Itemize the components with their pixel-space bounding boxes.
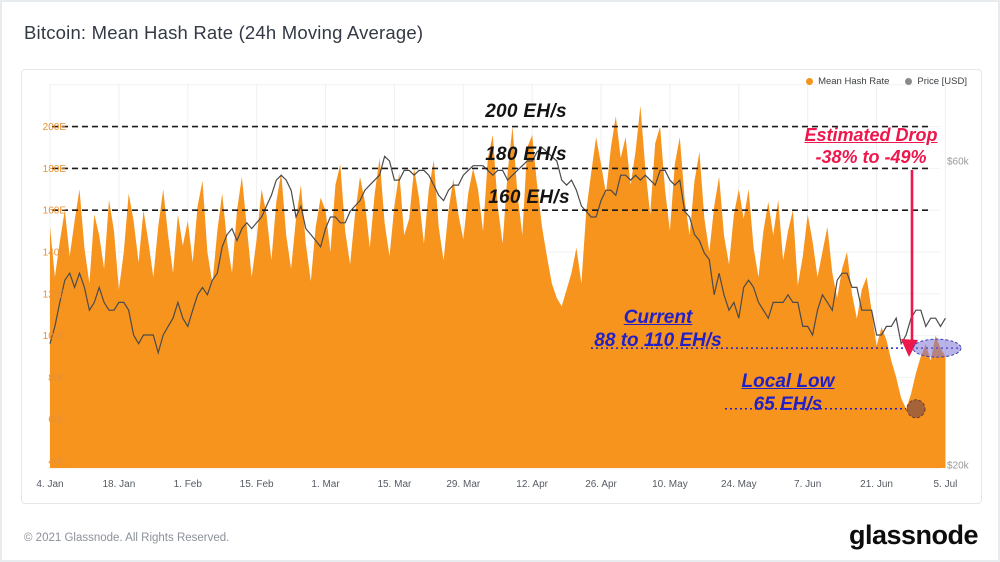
legend-item-hashrate[interactable]: Mean Hash Rate <box>806 76 889 87</box>
annotation-local-low: Local Low 65 EH/s <box>742 370 835 416</box>
legend-label: Mean Hash Rate <box>818 76 890 87</box>
y-left-tick-label: 60E <box>48 415 66 426</box>
x-tick-label: 26. Apr <box>585 479 617 490</box>
current-range-ellipse-marker <box>912 338 962 358</box>
x-tick-label: 21. Jun <box>860 479 893 490</box>
annotation-estimated-drop: Estimated Drop -38% to -49% <box>804 124 937 168</box>
x-tick-label: 4. Jan <box>36 479 63 490</box>
y-right-tick-label: $20k <box>947 461 970 472</box>
x-tick-label: 15. Mar <box>377 479 412 490</box>
y-left-tick-label: 160E <box>43 206 67 217</box>
x-tick-label: 10. May <box>652 479 688 490</box>
annotation-level-180: 180 EH/s <box>485 144 567 165</box>
y-left-tick-label: 120E <box>43 289 67 300</box>
annotation-estimated-drop-value: -38% to -49% <box>815 147 927 167</box>
drop-arrow-head <box>901 339 918 357</box>
chart-panel: 200E 180E 160E 140E 120E 100E 80E 60E 40E $60k $20… <box>21 69 982 504</box>
copyright-text: © 2021 Glassnode. All Rights Reserved. <box>24 532 230 544</box>
price-legend-dot-icon <box>905 78 913 85</box>
glassnode-logo: glassnode <box>848 520 979 550</box>
x-tick-label: 7. Jun <box>794 479 821 490</box>
x-tick-label: 24. May <box>721 479 757 490</box>
hashrate-legend-dot-icon <box>806 78 814 85</box>
legend-label: Price [USD] <box>917 76 967 87</box>
page-title: Bitcoin: Mean Hash Rate (24h Moving Aver… <box>24 22 424 43</box>
y-left-tick-label: 140E <box>43 248 67 259</box>
x-tick-label: 29. Mar <box>446 479 481 490</box>
annotation-level-200: 200 EH/s <box>485 101 567 122</box>
hashrate-area-series <box>50 105 946 468</box>
x-tick-label: 12. Apr <box>516 479 548 490</box>
y-right-tick-label: $60k <box>947 157 970 168</box>
annotation-current-title: Current <box>623 307 693 328</box>
x-tick-label: 18. Jan <box>102 479 135 490</box>
annotation-estimated-drop-title: Estimated Drop <box>804 125 938 145</box>
annotation-level-160: 160 EH/s <box>488 187 570 208</box>
x-tick-label: 5. Jul <box>933 479 957 490</box>
chart-legend: Mean Hash Rate Price [USD] <box>806 76 967 87</box>
x-tick-label: 1. Mar <box>311 479 340 490</box>
x-tick-label: 15. Feb <box>240 479 274 490</box>
y-left-tick-label: 80E <box>48 373 66 384</box>
annotation-local-low-value: 65 EH/s <box>753 394 823 415</box>
annotation-current-value: 88 to 110 EH/s <box>594 330 722 351</box>
y-left-tick-label: 200E <box>43 122 67 133</box>
x-tick-label: 1. Feb <box>174 479 203 490</box>
legend-item-price[interactable]: Price [USD] <box>905 76 967 87</box>
local-low-circle-marker <box>906 399 926 419</box>
y-left-tick-label: 100E <box>43 331 67 342</box>
y-left-tick-label: 180E <box>43 164 67 175</box>
annotation-local-low-title: Local Low <box>741 371 835 392</box>
chart-canvas: 200E 180E 160E 140E 120E 100E 80E 60E 40E $60k $20… <box>36 84 970 490</box>
price-line-series <box>49 146 946 356</box>
y-left-tick-label: 40E <box>48 457 66 468</box>
annotation-current: Current 88 to 110 EH/s <box>594 306 721 352</box>
